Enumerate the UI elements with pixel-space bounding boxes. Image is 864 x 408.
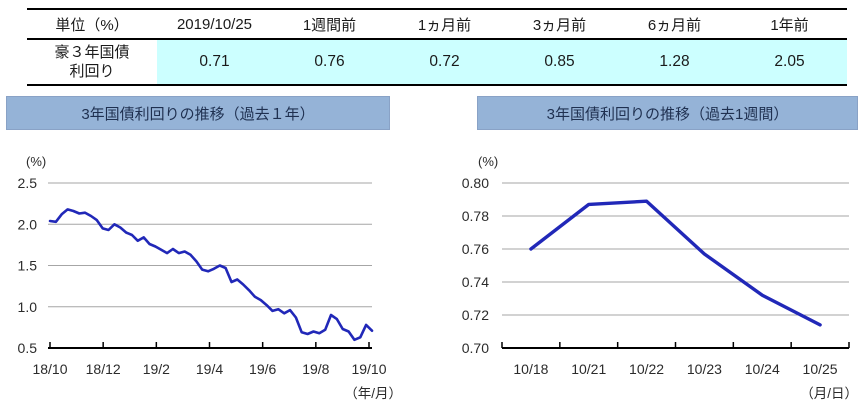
- weekly-chart-title-banner: 3年国債利回りの推移（過去1週間）: [477, 96, 858, 130]
- header-cell-6months-ago: 6ヵ月前: [647, 16, 702, 34]
- x-tick-label: 10/23: [687, 361, 722, 377]
- y-unit-label: (%): [26, 154, 46, 169]
- x-tick-label: 10/21: [571, 361, 606, 377]
- x-unit-label: （年/月）: [344, 386, 402, 401]
- y-tick-label: 0.78: [462, 208, 489, 224]
- header-cell-unit: 単位（%）: [55, 16, 129, 34]
- header-cell-latest-date: 2019/10/25: [176, 15, 253, 33]
- y-tick-label: 0.74: [462, 274, 489, 290]
- value-cell-6months-ago: 1.28: [617, 40, 732, 84]
- header-cell-1year-ago: 1年前: [770, 16, 809, 34]
- y-tick-label: 1.5: [18, 258, 38, 274]
- x-tick-label: 19/6: [249, 361, 276, 377]
- yield-line-series: [529, 199, 822, 327]
- x-tick-label: 10/22: [629, 361, 664, 377]
- x-tick-label: 19/4: [196, 361, 223, 377]
- x-tick-label: 19/8: [302, 361, 329, 377]
- y-tick-label: 2.0: [18, 216, 38, 232]
- value-cell-1week-ago: 0.76: [272, 40, 387, 84]
- yearly-yield-line-chart: 0.5 1.0 1.5 2.0 2.5 18/10 18/12 19/2 19/4 19/6 19/…: [18, 154, 402, 401]
- y-tick-label: 1.0: [18, 299, 38, 315]
- yield-line-series: [48, 208, 374, 342]
- row-label-line1: 豪３年国債: [54, 44, 130, 61]
- y-tick-label: 0.70: [462, 340, 489, 356]
- header-cell-3months-ago: 3ヵ月前: [532, 16, 587, 34]
- x-unit-label: （月/日）: [800, 386, 858, 401]
- x-tick-label: 18/12: [86, 361, 121, 377]
- value-cell-3months-ago: 0.85: [502, 40, 617, 84]
- yield-summary-table: 単位（%） 2019/10/25 1週間前 1ヵ月前 3ヵ月前 6ヵ月前 1年前…: [27, 8, 847, 86]
- y-tick-label: 0.72: [462, 307, 489, 323]
- row-label-cell: 豪３年国債 利回り: [27, 40, 157, 84]
- y-tick-label: 0.80: [462, 175, 489, 191]
- y-tick-label: 0.5: [18, 340, 38, 356]
- x-tick-label: 18/10: [32, 361, 67, 377]
- x-tick-label: 10/24: [745, 361, 780, 377]
- yearly-chart-title-banner: 3年国債利回りの推移（過去１年）: [6, 96, 390, 130]
- x-tick-label: 19/10: [351, 361, 386, 377]
- value-cell-1year-ago: 2.05: [732, 40, 847, 84]
- table-data-row: 豪３年国債 利回り 0.71 0.76 0.72 0.85 1.28 2.05: [27, 40, 847, 86]
- y-tick-label: 2.5: [18, 175, 38, 191]
- y-unit-label: (%): [478, 154, 498, 169]
- row-label-line2: 利回り: [69, 63, 115, 80]
- value-cell-1month-ago: 0.72: [387, 40, 502, 84]
- x-tick-label: 19/2: [143, 361, 170, 377]
- weekly-yield-line-chart: 0.70 0.72 0.74 0.76 0.78 0.80 10/18 10/21 10/22 1…: [462, 154, 858, 401]
- y-tick-label: 0.76: [462, 241, 489, 257]
- header-cell-1month-ago: 1ヵ月前: [417, 16, 472, 34]
- x-tick-label: 10/18: [513, 361, 548, 377]
- header-cell-1week-ago: 1週間前: [302, 16, 357, 34]
- table-header-row: 単位（%） 2019/10/25 1週間前 1ヵ月前 3ヵ月前 6ヵ月前 1年前: [27, 8, 847, 40]
- value-cell-latest: 0.71: [157, 40, 272, 84]
- x-tick-label: 10/25: [803, 361, 838, 377]
